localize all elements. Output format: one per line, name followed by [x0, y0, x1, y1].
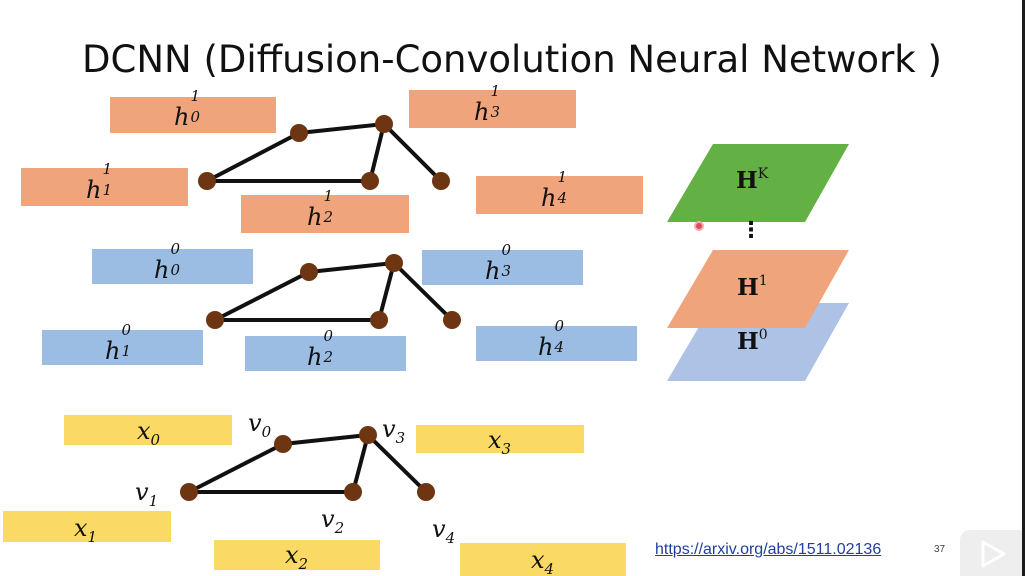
node-v1 — [180, 483, 198, 501]
label-x-2: x2 — [285, 541, 309, 573]
layer-0-label: H0 — [737, 327, 768, 355]
box-h0-3 — [422, 250, 583, 285]
slide-title: DCNN (Diffusion-Convolution Neural Netwo… — [82, 38, 942, 81]
box-x-3 — [416, 425, 584, 453]
box-x-2 — [214, 540, 380, 570]
box-h1-4 — [476, 176, 643, 214]
layer-ellipsis: ⋮ — [740, 217, 762, 242]
vertex-label-v0: v0 — [248, 409, 272, 441]
graph-h0-nodes — [206, 254, 461, 329]
graph-x-edges — [188, 433, 428, 494]
node-h0-2 — [370, 311, 388, 329]
box-x-1 — [3, 511, 171, 542]
box-h1-0 — [110, 97, 276, 133]
box-x-4 — [460, 543, 626, 576]
node-v0 — [274, 435, 292, 453]
label-x-3: x3 — [488, 426, 512, 458]
label-x-0: x0 — [137, 417, 161, 449]
play-button[interactable] — [960, 530, 1022, 576]
vertex-label-v1: v1 — [135, 478, 159, 510]
label-x-4: x4 — [531, 546, 555, 576]
layer-K-shape — [667, 144, 849, 222]
node-h0-1 — [206, 311, 224, 329]
graph-h1-nodes — [198, 115, 450, 190]
node-v2 — [344, 483, 362, 501]
layer-1-label: H1 — [737, 273, 768, 301]
node-h0-0 — [300, 263, 318, 281]
arxiv-link[interactable]: https://arxiv.org/abs/1511.02136 — [655, 541, 882, 558]
node-h1-0 — [290, 124, 308, 142]
node-v4 — [417, 483, 435, 501]
box-h0-4 — [476, 326, 637, 361]
vertex-label-v3: v3 — [382, 415, 406, 447]
box-h0-0 — [92, 249, 253, 284]
box-h0-2 — [245, 336, 406, 371]
node-h0-4 — [443, 311, 461, 329]
node-h1-1 — [198, 172, 216, 190]
layer-K-label: HK — [736, 166, 769, 194]
page-number: 37 — [934, 544, 946, 555]
cursor-dot — [694, 221, 704, 231]
graph-h1-edges — [206, 122, 443, 183]
node-h0-3 — [385, 254, 403, 272]
box-h1-2 — [241, 195, 409, 233]
vertex-label-v4: v4 — [432, 515, 456, 547]
box-h0-1 — [42, 330, 203, 365]
graph-x-nodes — [180, 426, 435, 501]
node-v3 — [359, 426, 377, 444]
layer-1-shape — [667, 250, 849, 328]
label-x-1: x1 — [74, 514, 98, 546]
graph-h0-edges — [214, 261, 454, 322]
vertex-label-v2: v2 — [321, 505, 345, 537]
box-h1-1 — [21, 168, 188, 206]
play-icon — [981, 540, 1006, 568]
box-x-0 — [64, 415, 232, 445]
node-h1-3 — [375, 115, 393, 133]
node-h1-4 — [432, 172, 450, 190]
node-h1-2 — [361, 172, 379, 190]
box-h1-3 — [409, 90, 576, 128]
